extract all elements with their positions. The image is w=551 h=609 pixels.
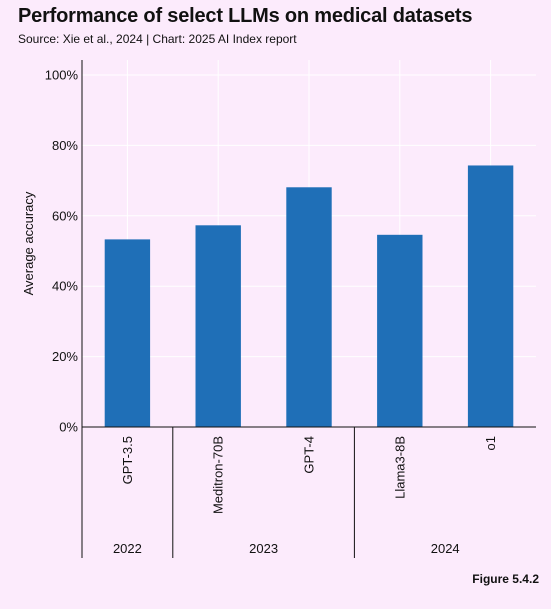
bar-o1 <box>468 165 513 427</box>
bars <box>105 165 514 427</box>
group-label: 2022 <box>113 541 142 556</box>
bar-meditron-70b <box>196 225 241 427</box>
x-tick-label: Llama3-8B <box>392 436 407 499</box>
x-tick-label: GPT-3.5 <box>120 436 135 484</box>
y-axis-title: Average accuracy <box>21 191 36 295</box>
y-tick-label: 60% <box>52 208 78 223</box>
bar-gpt-3-5 <box>105 239 150 427</box>
x-tick-label: o1 <box>483 436 498 450</box>
y-tick-label: 0% <box>59 420 78 435</box>
x-tick-label: Meditron-70B <box>211 436 226 514</box>
y-tick-label: 100% <box>45 68 79 83</box>
group-label: 2023 <box>249 541 278 556</box>
y-tick-label: 80% <box>52 138 78 153</box>
figure-label: Figure 5.4.2 <box>472 572 539 586</box>
x-tick-label: GPT-4 <box>302 436 317 474</box>
group-label: 2024 <box>431 541 460 556</box>
y-tick-label: 20% <box>52 349 78 364</box>
y-tick-label: 40% <box>52 279 78 294</box>
bar-llama3-8b <box>377 235 422 427</box>
bar-gpt-4 <box>286 187 331 427</box>
labels: 0% 20% 40% 60% 80% 100% GPT-3.5 Meditron-70B GPT… <box>21 68 498 557</box>
